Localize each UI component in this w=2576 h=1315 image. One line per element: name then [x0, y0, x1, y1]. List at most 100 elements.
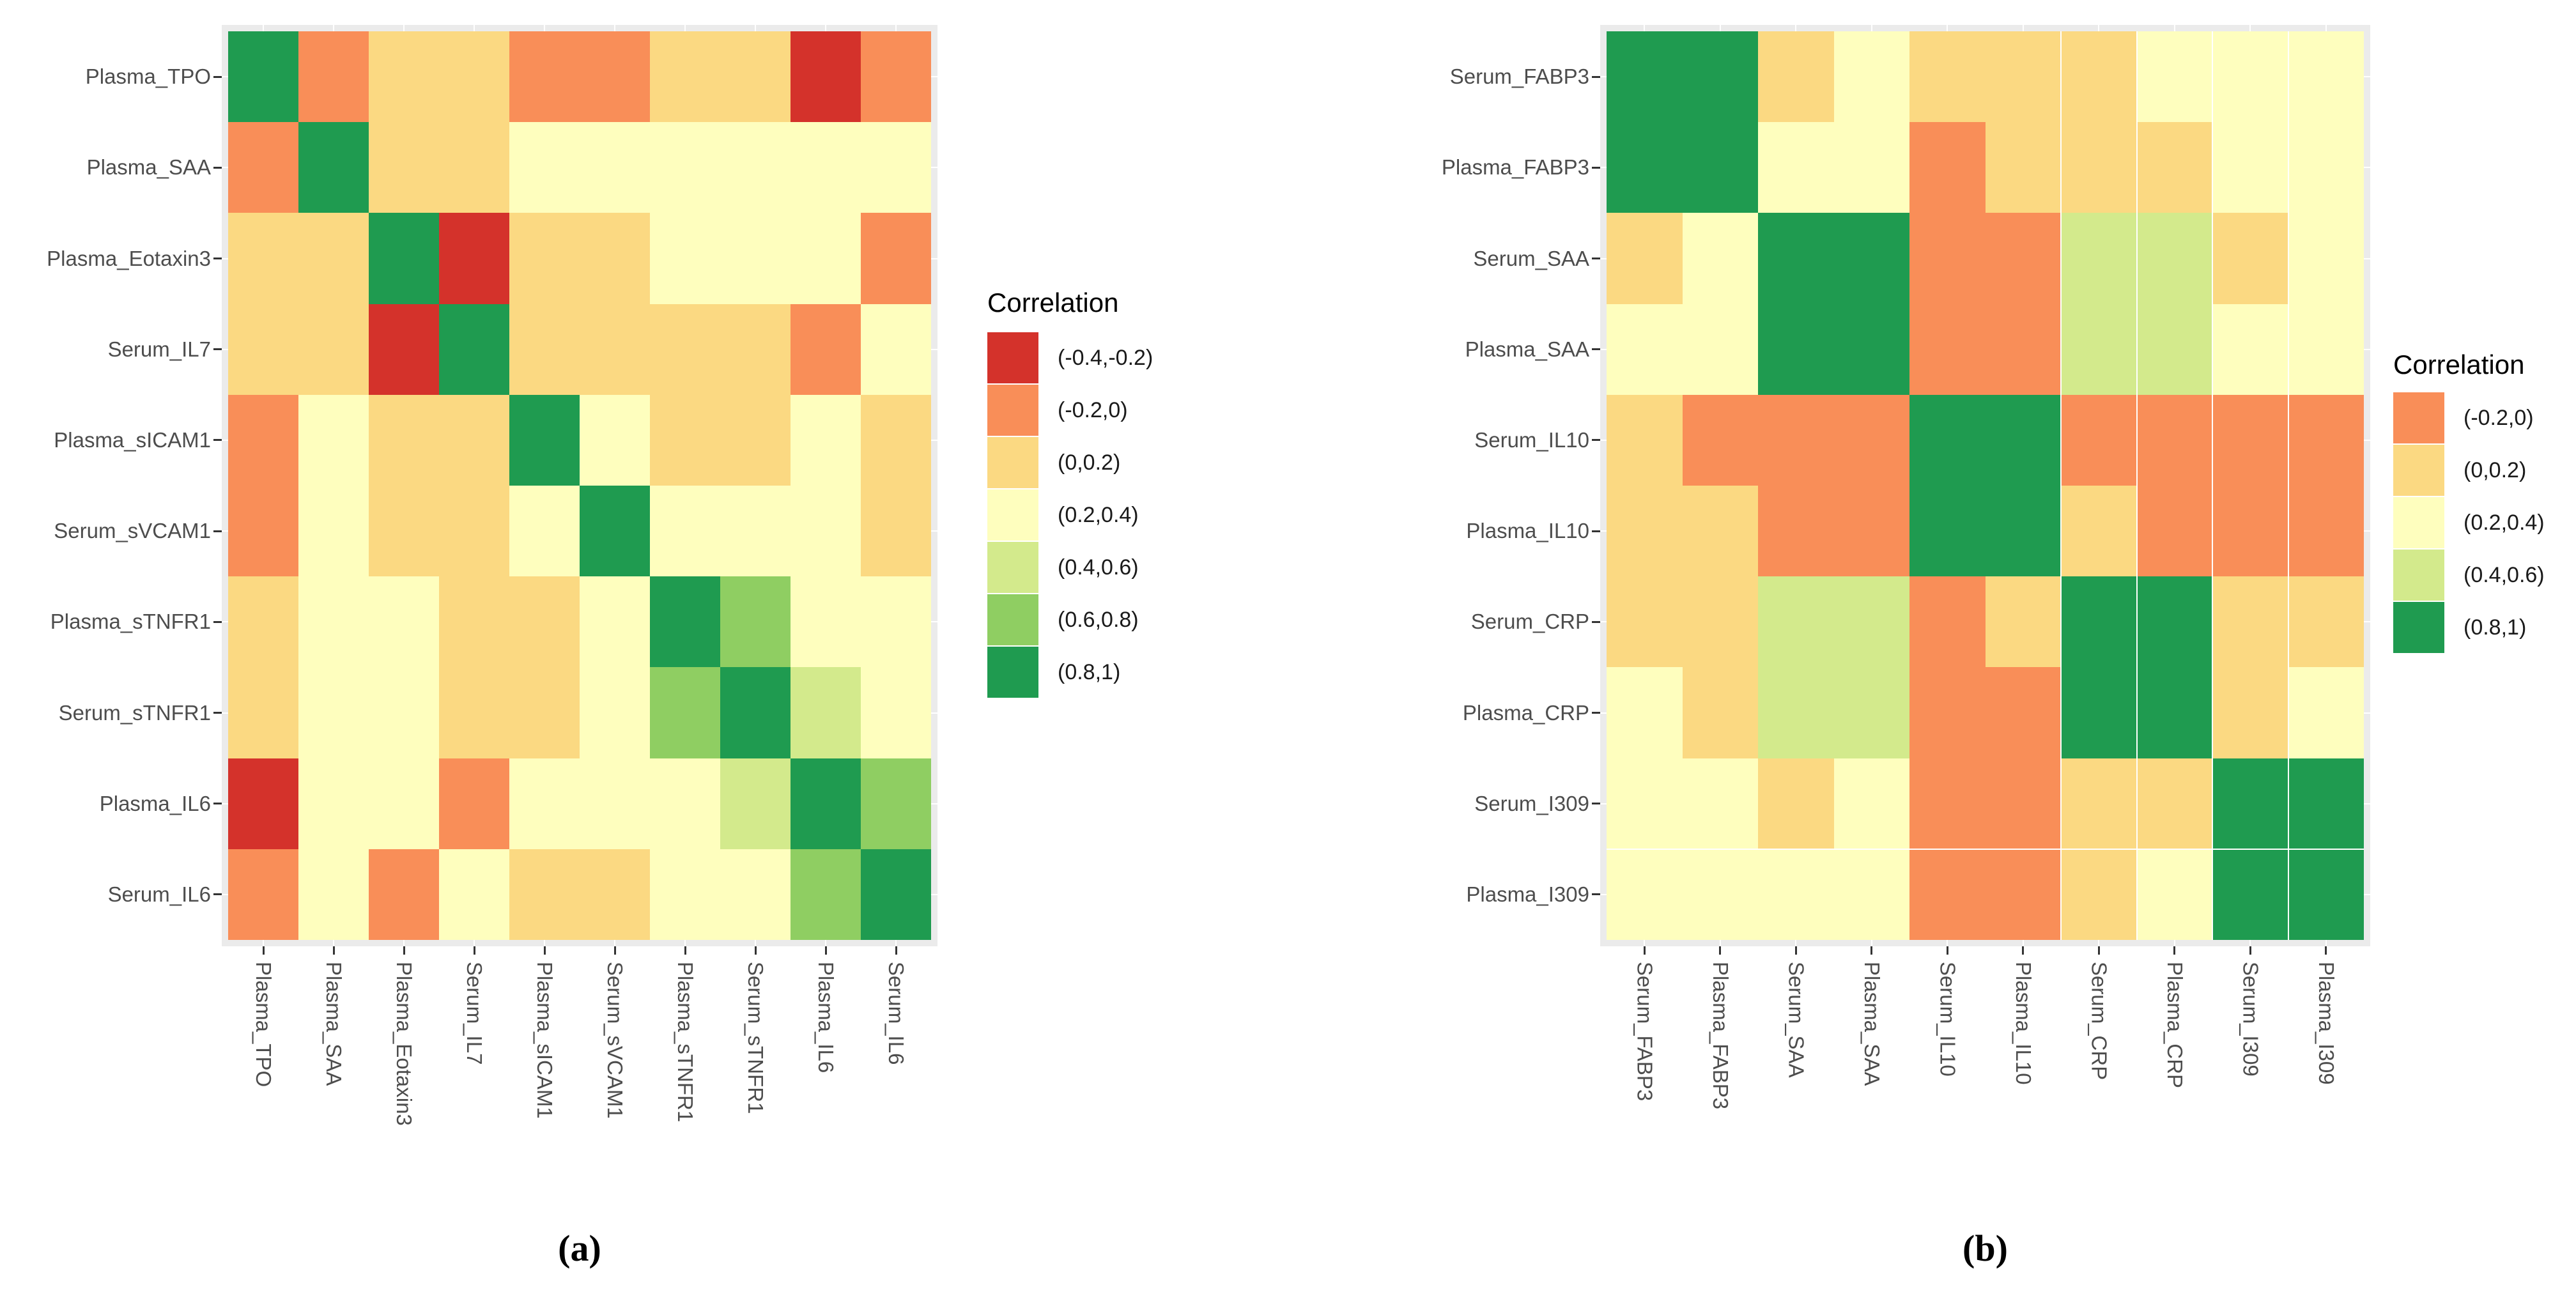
heatmap-cell	[720, 394, 791, 486]
legend-bin-label: (0.8,1)	[1058, 659, 1121, 684]
heatmap-cell	[1682, 849, 1758, 940]
heatmap-cell	[1607, 304, 1683, 395]
legend-item: (0.2,0.4)	[987, 489, 1153, 541]
heatmap-cell	[791, 849, 861, 940]
x-axis-label: Plasma_TPO	[252, 962, 275, 1088]
heatmap-cell	[2061, 485, 2137, 577]
heatmap-cell	[1909, 122, 1986, 213]
heatmap-cell	[861, 213, 931, 304]
heatmap-cell	[1758, 485, 1834, 577]
x-axis-label: Plasma_SAA	[322, 962, 346, 1086]
heatmap-cell	[1909, 849, 1986, 940]
heatmap-cell	[720, 304, 791, 395]
heatmap-cell	[369, 849, 439, 940]
heatmap-cell	[2061, 122, 2137, 213]
heatmap-cell	[228, 122, 298, 213]
legend-swatch	[2393, 550, 2444, 601]
heatmap-cell	[1985, 758, 2061, 849]
heatmap-cell	[228, 31, 298, 123]
heatmap-cell	[439, 394, 509, 486]
axis-tick	[213, 620, 222, 623]
heatmap-cell	[369, 667, 439, 758]
heatmap-tiles	[1607, 31, 2364, 940]
heatmap-cell	[1607, 213, 1683, 304]
heatmap-cell	[1682, 304, 1758, 395]
axis-tick	[2249, 946, 2251, 955]
heatmap-cell	[2212, 849, 2288, 940]
legend-item: (0.4,0.6)	[2393, 550, 2545, 601]
y-axis-label: Plasma_FABP3	[1441, 155, 1589, 180]
heatmap-cell	[298, 667, 369, 758]
heatmap-cell	[1607, 394, 1683, 486]
heatmap-cell	[720, 122, 791, 213]
heatmap-cell	[1833, 576, 1909, 668]
x-axis-label: Plasma_IL10	[2011, 962, 2035, 1085]
axis-tick	[262, 946, 265, 955]
y-axis-label: Plasma_Eotaxin3	[47, 246, 211, 270]
heatmap-cell	[1909, 485, 1986, 577]
heatmap-cell	[580, 213, 650, 304]
heatmap-cell	[650, 576, 720, 668]
heatmap-cell	[2061, 394, 2137, 486]
heatmap-cell	[1682, 394, 1758, 486]
heatmap-cell	[650, 31, 720, 123]
legend-bin-label: (0.8,1)	[2464, 615, 2527, 640]
axis-tick	[1794, 946, 1797, 955]
heatmap-cell	[369, 485, 439, 577]
heatmap-cell	[2136, 122, 2212, 213]
heatmap-cell	[791, 304, 861, 395]
legend-bin-label: (0.2,0.4)	[1058, 502, 1139, 527]
axis-tick	[1643, 946, 1646, 955]
heatmap-cell	[298, 849, 369, 940]
heatmap-cell	[228, 394, 298, 486]
heatmap-cell	[1833, 849, 1909, 940]
heatmap-cell	[228, 849, 298, 940]
heatmap-cell	[298, 394, 369, 486]
x-axis-label: Plasma_IL6	[814, 962, 838, 1073]
heatmap-cell	[650, 849, 720, 940]
heatmap-cell	[509, 667, 580, 758]
heatmap-cell	[1607, 122, 1683, 213]
heatmap-cell	[1758, 213, 1834, 304]
heatmap-cell	[861, 31, 931, 123]
x-axis-label: Plasma_Eotaxin3	[392, 962, 416, 1126]
heatmap-cell	[861, 304, 931, 395]
heatmap-cell	[2136, 394, 2212, 486]
legend-item: (0,0.2)	[2393, 445, 2545, 496]
heatmap-cell	[1682, 576, 1758, 668]
heatmap-cell	[1758, 394, 1834, 486]
axis-tick	[1592, 620, 1600, 623]
heatmap-cell	[298, 758, 369, 849]
heatmap-cell	[720, 667, 791, 758]
heatmap-cell	[369, 576, 439, 668]
legend-item: (-0.2,0)	[2393, 392, 2545, 443]
heatmap-cell	[228, 485, 298, 577]
legend-swatch	[987, 489, 1038, 541]
heatmap-cell	[1682, 667, 1758, 758]
heatmap-cell	[791, 485, 861, 577]
heatmap-cell	[369, 213, 439, 304]
heatmap-cell	[2212, 304, 2288, 395]
heatmap-cell	[650, 304, 720, 395]
column-separator	[2060, 31, 2062, 940]
heatmap-cell	[298, 304, 369, 395]
x-axis-label: Serum_SAA	[1784, 962, 1809, 1078]
heatmap-cell	[2061, 849, 2137, 940]
heatmap-cell	[580, 31, 650, 123]
y-axis-label: Serum_SAA	[1473, 246, 1589, 270]
x-axis-label: Plasma_sTNFR1	[674, 962, 697, 1123]
heatmap-cell	[1909, 758, 1986, 849]
heatmap-cell	[580, 758, 650, 849]
heatmap-cell	[1909, 394, 1986, 486]
axis-tick	[1719, 946, 1722, 955]
heatmap-cell	[1985, 394, 2061, 486]
legend-swatch	[987, 385, 1038, 436]
y-axis-label: Serum_FABP3	[1449, 65, 1589, 89]
heatmap-cell	[509, 394, 580, 486]
heatmap-cell	[298, 31, 369, 123]
heatmap-cell	[228, 758, 298, 849]
heatmap-cell	[2288, 576, 2364, 668]
legend-bin-label: (-0.4,-0.2)	[1058, 345, 1153, 370]
heatmap-cell	[298, 485, 369, 577]
heatmap-cell	[1985, 304, 2061, 395]
